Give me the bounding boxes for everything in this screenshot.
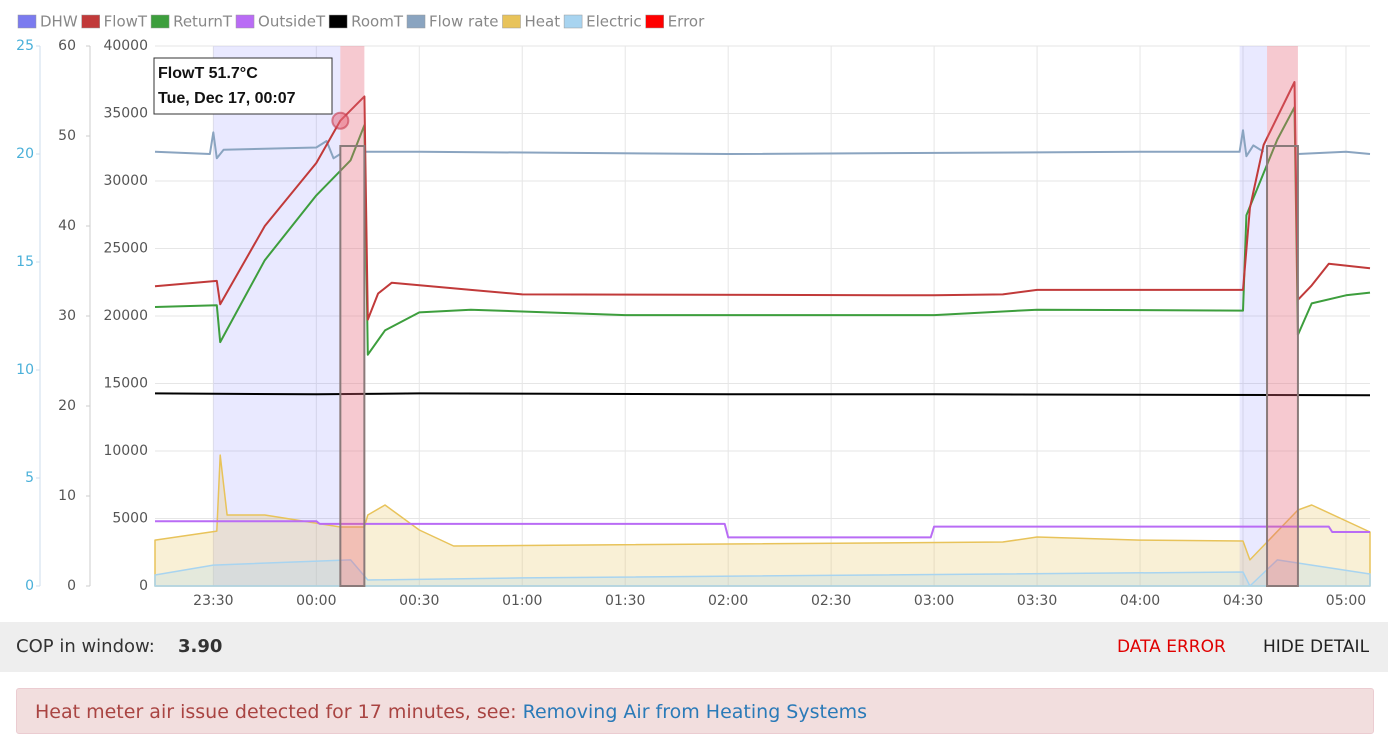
hover-marker xyxy=(331,111,350,130)
error-band xyxy=(340,46,365,586)
dhw-band xyxy=(1239,46,1268,586)
legend-label: Error xyxy=(668,13,705,31)
y-tick-label: 40000 xyxy=(103,38,148,54)
legend-swatch xyxy=(235,14,255,29)
legend-swatch xyxy=(81,14,100,29)
y-tick-label: 30000 xyxy=(103,173,148,189)
legend-label: DHW xyxy=(40,13,78,31)
chart: 23:30 00:00 00:30 01:00 01:30 02:00 02:30 03:00… xyxy=(16,13,1371,609)
legend-label: Heat xyxy=(525,13,561,31)
tooltip-line: FlowT 51.7°C xyxy=(158,65,258,82)
x-tick-label: 04:30 xyxy=(1223,593,1263,609)
x-tick-label: 00:00 xyxy=(296,593,336,609)
series-area xyxy=(154,559,1371,587)
y-tick-label: 25000 xyxy=(103,241,148,257)
error-outline xyxy=(339,145,366,587)
x-tick-label: 00:30 xyxy=(399,593,439,609)
y2-tick-label: 60 xyxy=(58,38,76,54)
y2-tick-label: 40 xyxy=(58,218,76,234)
legend-label: ReturnT xyxy=(173,13,233,31)
legend-swatch xyxy=(150,14,170,29)
x-tick-label: 04:00 xyxy=(1120,593,1160,609)
x-tick-label: 05:00 xyxy=(1326,593,1366,609)
y2-tick-label: 10 xyxy=(58,488,76,504)
legend-swatch xyxy=(645,14,664,29)
alert-link[interactable]: Removing Air from Heating Systems xyxy=(522,701,868,723)
y-tick-label: 15000 xyxy=(103,376,148,392)
x-tick-label: 02:00 xyxy=(708,593,748,609)
series-line xyxy=(155,520,1370,539)
y3-tick-label: 10 xyxy=(16,362,34,378)
y-tick-label: 35000 xyxy=(103,106,148,122)
legend-swatch xyxy=(328,14,348,29)
hide-detail-button[interactable]: HIDE DETAIL xyxy=(1263,637,1370,657)
y2-tick-label: 30 xyxy=(58,308,76,324)
y3-tick-label: 5 xyxy=(25,470,34,486)
legend-label: RoomT xyxy=(351,13,404,31)
y2-tick-label: 20 xyxy=(58,398,76,414)
error-band xyxy=(1267,46,1298,586)
legend-label: FlowT xyxy=(104,13,148,31)
x-tick-label: 02:30 xyxy=(811,593,851,609)
error-outline xyxy=(1266,145,1299,587)
y2-tick-label: 0 xyxy=(67,578,76,594)
legend-swatch xyxy=(563,14,583,29)
data-error-button[interactable]: DATA ERROR xyxy=(1117,637,1226,657)
legend-swatch xyxy=(17,14,37,29)
tooltip-line: Tue, Dec 17, 00:07 xyxy=(158,90,296,107)
dhw-band xyxy=(213,46,341,586)
legend-swatch xyxy=(406,14,426,29)
legend-label: Electric xyxy=(586,13,642,31)
series-line xyxy=(154,392,1371,397)
legend-label: OutsideT xyxy=(258,13,326,31)
y3-tick-label: 15 xyxy=(16,254,34,270)
y-tick-label: 20000 xyxy=(103,308,148,324)
cop-value: 3.90 xyxy=(178,636,223,657)
series-line xyxy=(154,81,1371,321)
tooltip-box xyxy=(153,57,333,115)
x-tick-label: 03:00 xyxy=(914,593,954,609)
y2-tick-label: 50 xyxy=(58,128,76,144)
y-tick-label: 0 xyxy=(139,578,148,594)
y-tick-label: 10000 xyxy=(103,443,148,459)
alert: Heat meter air issue detected for 17 min… xyxy=(16,688,1374,734)
y3-tick-label: 0 xyxy=(25,578,34,594)
cop-label: COP in window: xyxy=(16,636,155,657)
y-tick-label: 5000 xyxy=(112,511,148,527)
x-tick-label: 01:00 xyxy=(502,593,542,609)
alert-text: Heat meter air issue detected for 17 min… xyxy=(35,701,517,723)
x-tick-label: 01:30 xyxy=(605,593,645,609)
series-line xyxy=(154,129,1371,160)
y3-tick-label: 25 xyxy=(16,38,34,54)
legend-label: Flow rate xyxy=(429,13,498,31)
x-tick-label: 03:30 xyxy=(1017,593,1057,609)
series-area xyxy=(154,454,1371,587)
legend-swatch xyxy=(502,14,521,29)
y3-tick-label: 20 xyxy=(16,146,34,162)
cop-bar: COP in window: 3.90 DATA ERROR HIDE DETA… xyxy=(0,622,1388,672)
x-tick-label: 23:30 xyxy=(193,593,233,609)
